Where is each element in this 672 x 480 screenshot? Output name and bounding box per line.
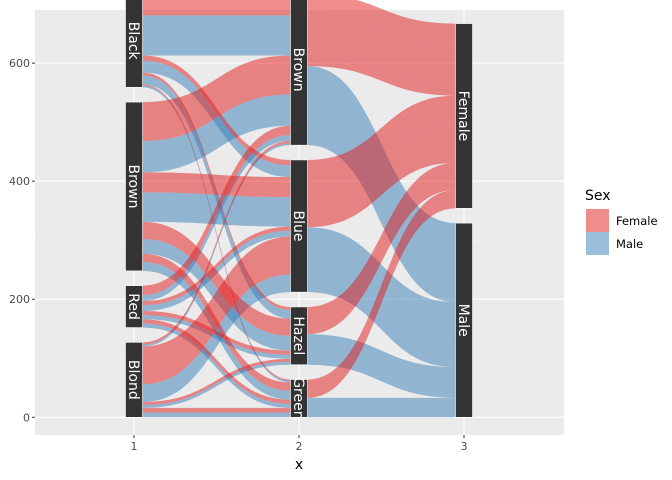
flow-eye-sex-green-brown-female xyxy=(307,191,456,389)
flow-hair-eye-red-brown-female xyxy=(142,125,291,296)
flow-hair-eye-black-hazel-female xyxy=(142,72,291,310)
flow-eye-sex-green-black-female xyxy=(307,190,456,381)
flow-hair-eye-brown-hazel-female xyxy=(142,221,291,336)
flow-hair-eye-red-blue-female xyxy=(142,226,291,306)
flow-hair-eye-red-green-female xyxy=(142,319,291,404)
stratum-male xyxy=(455,222,473,418)
flow-eye-sex-green-blond-female xyxy=(307,203,456,398)
x-tick-label: 1 xyxy=(131,440,138,453)
x-tick-label: 2 xyxy=(296,440,303,453)
stratum-label-blond: Blond xyxy=(125,360,141,400)
flow-eye-sex-hazel-blond-male xyxy=(307,361,456,398)
flow-eye-sex-green-black-male xyxy=(307,397,456,400)
flow-eye-sex-hazel-black-male xyxy=(307,334,456,376)
flow-hair-eye-blond-brown-male xyxy=(142,143,291,347)
y-axis: 0 200 400 600 xyxy=(9,57,35,424)
legend-title: Sex xyxy=(585,188,611,204)
flow-hair-eye-red-hazel-male xyxy=(142,315,291,359)
flow-hair-eye-brown-brown-male xyxy=(142,94,291,173)
flow-eye-sex-hazel-blond-female xyxy=(307,187,456,335)
legend-label-female: Female xyxy=(616,214,658,228)
flow-hair-eye-black-hazel-male xyxy=(142,75,291,319)
flow-hair-eye-blond-green-male xyxy=(142,412,291,418)
flow-hair-eye-black-blue-female xyxy=(142,55,291,166)
flow-eye-sex-brown-blond-male xyxy=(307,143,456,303)
x-axis: 1 2 3 xyxy=(131,435,468,453)
legend: Sex Female Male xyxy=(585,188,658,255)
stratum-label-green: Green xyxy=(290,377,306,419)
flow-eye-sex-blue-brown-female xyxy=(307,100,456,186)
flow-hair-eye-brown-green-female xyxy=(142,253,291,391)
y-tick-label: 200 xyxy=(9,293,30,306)
strata: Blond Red Brown Black Green Hazel Blue Brown Mal… xyxy=(125,0,473,420)
flow-eye-sex-green-red-female xyxy=(307,199,456,394)
stratum-green xyxy=(290,379,308,418)
flow-eye-sex-hazel-black-female xyxy=(307,162,456,310)
flow-hair-eye-red-hazel-female xyxy=(142,311,291,355)
flow-eye-sex-brown-red-male xyxy=(307,137,456,301)
flow-eye-sex-brown-black-female xyxy=(307,0,456,45)
stratum-label-blue: Blue xyxy=(290,211,306,242)
stratum-label-hazel: Hazel xyxy=(290,316,306,355)
y-tick-label: 600 xyxy=(9,57,30,70)
flow-hair-eye-brown-blue-female xyxy=(142,172,291,198)
flow-eye-sex-blue-black-male xyxy=(307,227,456,314)
flow-eye-sex-brown-brown-female xyxy=(307,15,456,84)
stratum-hazel xyxy=(290,306,308,366)
flow-eye-sex-blue-red-male xyxy=(307,268,456,350)
flow-hair-eye-blond-brown-female xyxy=(142,141,291,345)
stratum-blue xyxy=(290,159,308,293)
flow-eye-sex-brown-blond-female xyxy=(307,63,456,96)
flow-eye-sex-hazel-brown-female xyxy=(307,165,456,327)
flow-eye-sex-brown-red-female xyxy=(307,54,456,94)
flow-hair-eye-black-blue-male xyxy=(142,60,291,178)
flow-eye-sex-green-red-male xyxy=(307,408,456,413)
flow-hair-eye-black-green-male xyxy=(142,85,291,383)
stratum-black xyxy=(125,0,143,88)
flow-hair-eye-blond-blue-female xyxy=(142,236,291,385)
stratum-brown xyxy=(290,0,308,146)
flows xyxy=(142,0,456,418)
flow-eye-sex-hazel-red-female xyxy=(307,182,456,332)
flow-hair-eye-black-green-female xyxy=(142,84,291,381)
flow-hair-eye-black-brown-female xyxy=(142,0,291,16)
legend-key-male xyxy=(586,232,609,255)
stratum-label-female: Female xyxy=(455,91,471,142)
stratum-label-black: Black xyxy=(125,22,141,61)
flow-eye-sex-blue-red-female xyxy=(307,120,456,190)
stratum-brown xyxy=(125,101,143,272)
stratum-label-red: Red xyxy=(125,293,141,320)
flow-eye-sex-green-brown-male xyxy=(307,399,456,409)
stratum-red xyxy=(125,285,143,328)
flow-eye-sex-hazel-red-male xyxy=(307,357,456,395)
legend-label-male: Male xyxy=(616,237,643,251)
flow-hair-eye-blond-hazel-female xyxy=(142,358,291,405)
stratum-label-brown: Brown xyxy=(290,48,306,92)
flow-eye-sex-green-blond-male xyxy=(307,412,456,418)
legend-key-female xyxy=(586,209,609,232)
stratum-label-brown: Brown xyxy=(125,165,141,209)
flow-hair-eye-red-green-male xyxy=(142,323,291,408)
flow-hair-eye-blond-green-female xyxy=(142,407,291,413)
flow-eye-sex-blue-black-female xyxy=(307,95,456,166)
flow-hair-eye-black-brown-male xyxy=(142,15,291,56)
stratum-label-male: Male xyxy=(455,304,471,337)
y-tick-label: 400 xyxy=(9,175,30,188)
y-tick-label: 0 xyxy=(23,411,30,424)
flow-eye-sex-hazel-brown-male xyxy=(307,342,456,391)
x-tick-label: 3 xyxy=(461,440,468,453)
x-axis-title: x xyxy=(295,457,303,473)
flow-hair-eye-blond-hazel-male xyxy=(142,361,291,408)
flow-hair-eye-brown-brown-female xyxy=(142,55,291,142)
flow-eye-sex-blue-blond-female xyxy=(307,125,456,228)
stratum-female xyxy=(455,23,473,209)
stratum-blond xyxy=(125,342,143,418)
